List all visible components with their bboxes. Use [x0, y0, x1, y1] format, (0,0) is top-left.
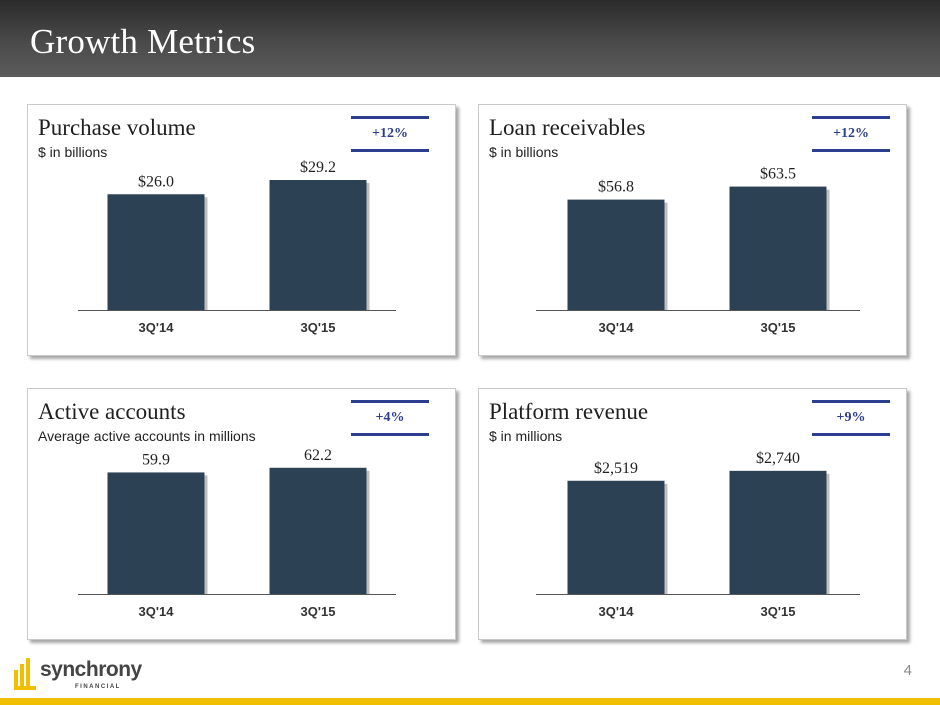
bar-chart: 59.9 3Q'14 62.2 3Q'15	[78, 447, 396, 619]
data-label: $56.8	[598, 179, 634, 196]
x-tick-label: 3Q'14	[599, 320, 635, 335]
x-tick-label: 3Q'14	[139, 604, 175, 619]
bar-3q15	[729, 470, 827, 594]
panel-title: Purchase volume	[38, 115, 196, 140]
x-tick-label: 3Q'14	[139, 320, 175, 335]
growth-badge: +12%	[812, 116, 890, 152]
data-label: $2,519	[594, 460, 638, 477]
bar-3q14	[107, 472, 205, 594]
footer-accent-bar	[0, 698, 940, 705]
panel-purchase-volume: Purchase volume $ in billions +12% $26.0…	[27, 104, 456, 356]
bar-chart: $56.8 3Q'14 $63.5 3Q'15	[536, 166, 860, 335]
panel-subtitle: Average active accounts in millions	[38, 428, 256, 444]
growth-badge: +4%	[351, 400, 429, 436]
data-label: $63.5	[760, 166, 796, 183]
growth-badge: +12%	[351, 116, 429, 152]
page-title: Growth Metrics	[30, 22, 256, 61]
panel-subtitle: $ in millions	[489, 428, 563, 444]
synchrony-logo: synchrony FINANCIAL	[14, 656, 144, 694]
data-label: $2,740	[756, 450, 800, 467]
data-label: $29.2	[300, 159, 336, 176]
panel-title: Platform revenue	[489, 399, 649, 424]
data-label: $26.0	[138, 173, 174, 190]
x-tick-label: 3Q'15	[301, 604, 336, 619]
panel-title: Active accounts	[38, 399, 186, 424]
panel-subtitle: $ in billions	[38, 144, 108, 160]
bar-chart: $2,519 3Q'14 $2,740 3Q'15	[536, 450, 860, 619]
logo-subtitle: FINANCIAL	[75, 684, 121, 690]
bar-3q14	[567, 480, 665, 594]
x-tick-label: 3Q'15	[761, 320, 796, 335]
panel-platform-revenue: Platform revenue $ in millions +9% $2,51…	[478, 388, 907, 640]
data-label: 62.2	[304, 447, 332, 464]
data-label: 59.9	[142, 451, 170, 468]
bar-3q14	[567, 199, 665, 310]
bar-3q15	[729, 186, 827, 310]
synchrony-mark-icon	[14, 658, 36, 690]
panel-subtitle: $ in billions	[489, 144, 559, 160]
bar-3q15	[269, 467, 367, 594]
bar-3q14	[107, 194, 205, 310]
bar-3q15	[269, 180, 367, 310]
title-bar: Growth Metrics	[0, 0, 940, 77]
panel-title: Loan receivables	[489, 115, 646, 140]
logo-wordmark: synchrony	[40, 658, 142, 681]
page-number: 4	[903, 662, 912, 679]
x-tick-label: 3Q'15	[761, 604, 796, 619]
x-tick-label: 3Q'15	[301, 320, 336, 335]
panel-active-accounts: Active accounts Average active accounts …	[27, 388, 456, 640]
panel-loan-receivables: Loan receivables $ in billions +12% $56.…	[478, 104, 907, 356]
x-tick-label: 3Q'14	[599, 604, 635, 619]
growth-badge: +9%	[812, 400, 890, 436]
bar-chart: $26.0 3Q'14 $29.2 3Q'15	[78, 159, 396, 335]
